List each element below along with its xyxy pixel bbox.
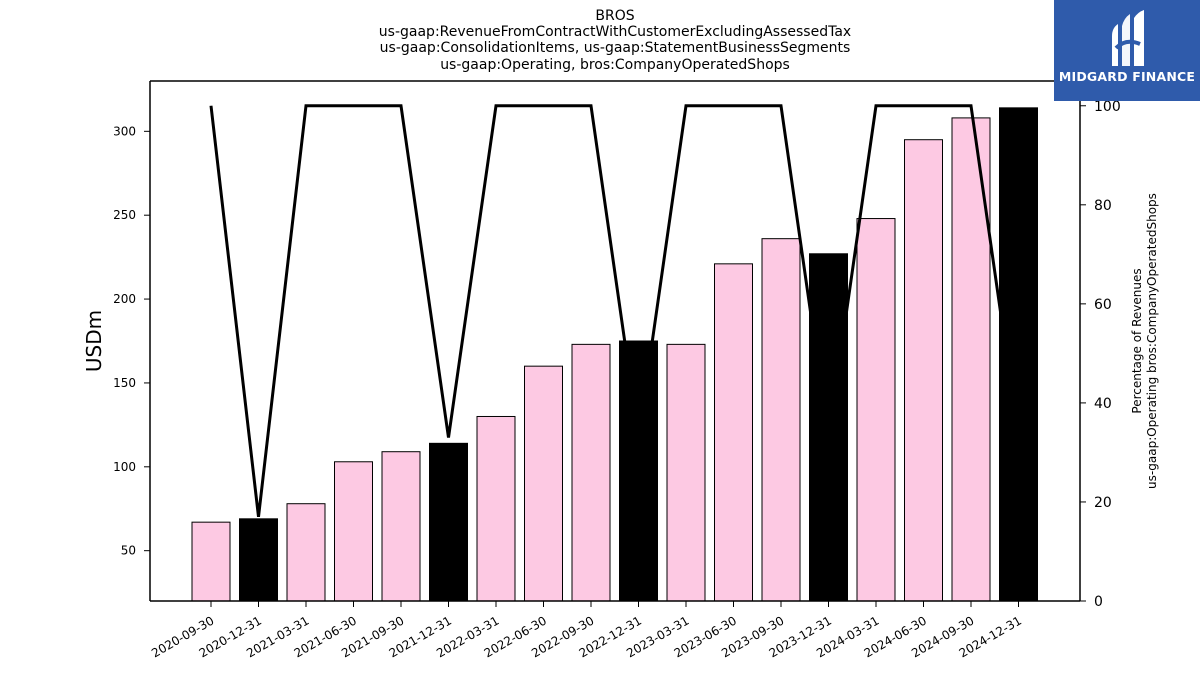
bar-2023-03-31 bbox=[666, 343, 706, 602]
bar-2023-06-30 bbox=[714, 263, 753, 602]
y2-axis-label-line-2: us-gaap:Operating bros:CompanyOperatedSh… bbox=[1145, 193, 1159, 489]
y-tick-label-250: 250 bbox=[113, 208, 136, 222]
y-tick-label-300: 300 bbox=[113, 124, 136, 138]
midgard-logo-icon bbox=[1112, 10, 1144, 66]
bar-2023-09-30 bbox=[761, 238, 801, 602]
title-line-2: us-gaap:RevenueFromContractWithCustomerE… bbox=[378, 24, 852, 40]
y2-tick-label-40: 40 bbox=[1094, 396, 1112, 412]
y2-tick-label-80: 80 bbox=[1094, 198, 1112, 214]
y-tick-label-50: 50 bbox=[121, 544, 136, 558]
bar-2021-09-30 bbox=[381, 451, 421, 602]
title-line-3: us-gaap:ConsolidationItems, us-gaap:Stat… bbox=[379, 40, 851, 56]
y-tick-label-150: 150 bbox=[113, 376, 136, 390]
bar-2022-09-30 bbox=[571, 343, 611, 602]
y-axis-label: USDm bbox=[82, 310, 106, 372]
title-line-4: us-gaap:Operating, bros:CompanyOperatedS… bbox=[440, 57, 790, 73]
y-tick-label-200: 200 bbox=[113, 292, 136, 306]
bar-2021-06-30 bbox=[334, 461, 373, 602]
midgard-finance-logo: MIDGARD FINANCE bbox=[1054, 0, 1200, 101]
y2-tick-label-60: 60 bbox=[1094, 297, 1112, 313]
y2-tick-label-0: 0 bbox=[1094, 594, 1103, 610]
y2-axis-label-line-1: Percentage of Revenues bbox=[1130, 268, 1144, 413]
logo-text: MIDGARD FINANCE bbox=[1058, 69, 1196, 84]
bar-2020-12-31 bbox=[239, 518, 278, 602]
bar-2021-12-31 bbox=[429, 442, 468, 602]
y2-tick-label-100: 100 bbox=[1094, 99, 1121, 115]
bar-2021-03-31 bbox=[286, 503, 326, 602]
title-line-1: BROS bbox=[595, 8, 635, 24]
bar-2022-06-30 bbox=[524, 365, 563, 602]
line-series-percentage bbox=[209, 104, 1020, 517]
bar-2024-06-30 bbox=[904, 139, 943, 602]
bar-2024-03-31 bbox=[856, 218, 896, 602]
bar-2022-12-31 bbox=[619, 340, 658, 602]
y2-tick-label-20: 20 bbox=[1094, 495, 1112, 511]
bar-2022-03-31 bbox=[476, 415, 516, 602]
y-tick-label-100: 100 bbox=[113, 460, 136, 474]
bar-2020-09-30 bbox=[191, 521, 231, 602]
